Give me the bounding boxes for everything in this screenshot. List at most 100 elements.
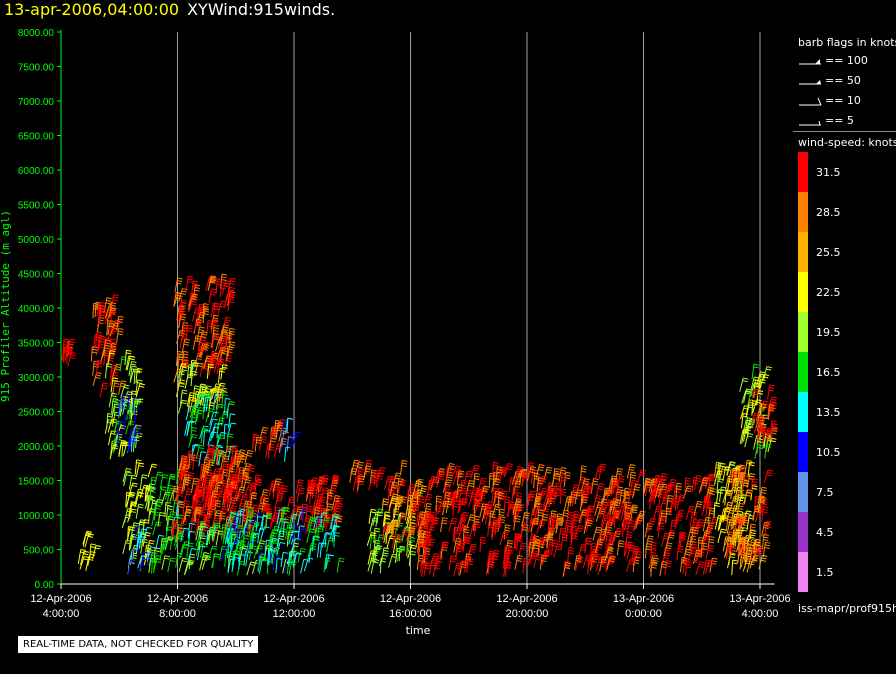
wind-barb: [149, 500, 158, 515]
wind-barb: [110, 294, 119, 309]
speed-legend-title: wind-speed: knots: [798, 136, 896, 149]
wind-barb: [122, 539, 132, 555]
y-tick-label: 5000.00: [18, 235, 55, 246]
wind-barb: [379, 557, 387, 574]
wind-barb: [574, 525, 584, 540]
wind-barb: [206, 459, 216, 474]
x-tick-time: 0:00:00: [625, 608, 662, 620]
wind-barb: [178, 288, 188, 303]
y-tick-label: 2500.00: [18, 408, 55, 419]
wind-barb: [142, 526, 153, 541]
barb-legend-title: barb flags in knots: [798, 36, 896, 49]
wind-barb: [146, 546, 156, 561]
wind-barb: [128, 360, 137, 376]
wind-barb: [177, 370, 185, 387]
quality-disclaimer: REAL-TIME DATA, NOT CHECKED FOR QUALITY: [18, 636, 259, 653]
wind-barb: [297, 547, 307, 563]
wind-barb: [149, 488, 156, 504]
wind-barb: [267, 443, 275, 459]
wind-barb: [381, 498, 389, 514]
wind-barb: [193, 362, 204, 377]
wind-barb: [208, 387, 219, 402]
wind-barb: [123, 415, 131, 431]
wind-barb: [221, 391, 228, 407]
x-tick-time: 16:00:00: [389, 608, 432, 620]
wind-barb: [196, 394, 206, 409]
wind-barb: [227, 277, 236, 293]
wind-barb: [199, 425, 209, 440]
wind-barb: [79, 556, 90, 570]
wind-barb: [197, 337, 207, 352]
wind-barb: [146, 539, 155, 555]
wind-barb: [323, 557, 331, 573]
wind-barb: [105, 362, 112, 379]
wind-barb: [228, 413, 236, 429]
wind-barb: [122, 400, 131, 415]
wind-barb: [188, 293, 199, 308]
wind-barb: [127, 559, 136, 575]
scale-entry: 22.5: [798, 272, 896, 312]
barb-50-icon: [799, 80, 821, 85]
wind-barb: [224, 397, 231, 414]
wind-barb: [709, 557, 718, 573]
x-tick-time: 4:00:00: [43, 608, 80, 620]
wind-barb: [147, 463, 158, 478]
title-product: XYWind:915winds.: [187, 0, 336, 19]
scale-swatch: [798, 512, 808, 552]
wind-barb: [514, 554, 523, 570]
y-tick-label: 500.00: [23, 546, 54, 557]
wind-barb: [381, 547, 390, 563]
wind-barb: [188, 298, 198, 313]
barb-100-label: == 100: [825, 54, 868, 67]
scale-swatch: [798, 152, 808, 192]
wind-barb: [295, 479, 304, 495]
y-tick-label: 1000.00: [18, 511, 55, 522]
wind-barb: [148, 508, 155, 524]
y-tick-label: 4000.00: [18, 304, 55, 315]
wind-barb: [116, 327, 124, 344]
wind-barb: [616, 475, 625, 491]
wind-barb: [362, 465, 372, 481]
wind-barb: [62, 338, 70, 354]
wind-barb: [139, 474, 148, 490]
wind-barb: [195, 444, 205, 460]
wind-barb: [171, 522, 178, 538]
scale-swatch: [798, 192, 808, 232]
wind-barb: [128, 474, 137, 490]
wind-barb: [67, 351, 77, 367]
wind-barb: [223, 445, 233, 460]
wind-barb: [259, 426, 269, 442]
wind-barb: [336, 557, 345, 573]
wind-barb: [128, 501, 137, 516]
wind-barb: [77, 548, 86, 564]
y-tick-label: 4500.00: [18, 270, 55, 281]
wind-barb: [200, 427, 209, 444]
wind-barb: [89, 543, 96, 559]
scale-swatch: [798, 432, 808, 472]
barb-10-label: == 10: [825, 94, 861, 107]
scale-entry: 1.5: [798, 552, 896, 592]
wind-barb: [598, 463, 607, 479]
wind-barb: [647, 517, 657, 533]
wind-barb: [132, 397, 140, 413]
wind-barb: [448, 555, 457, 571]
wind-barb: [227, 422, 237, 437]
wind-barb: [220, 364, 228, 380]
wind-barb: [543, 466, 553, 481]
wind-barb: [181, 338, 190, 354]
wind-barb: [196, 311, 206, 327]
barb-legend-10: == 10: [798, 94, 896, 108]
wind-barb: [216, 417, 225, 433]
wind-barb: [232, 490, 243, 505]
wind-barb: [210, 426, 219, 441]
wind-barb: [705, 544, 715, 560]
wind-barb: [559, 488, 567, 504]
scale-swatch: [798, 272, 808, 312]
wind-barb: [136, 531, 145, 547]
wind-barb: [518, 542, 527, 558]
wind-barb: [184, 505, 193, 521]
wind-barb: [137, 554, 147, 569]
wind-barb: [111, 363, 122, 378]
wind-barb: [762, 366, 772, 381]
wind-barb: [118, 398, 127, 414]
